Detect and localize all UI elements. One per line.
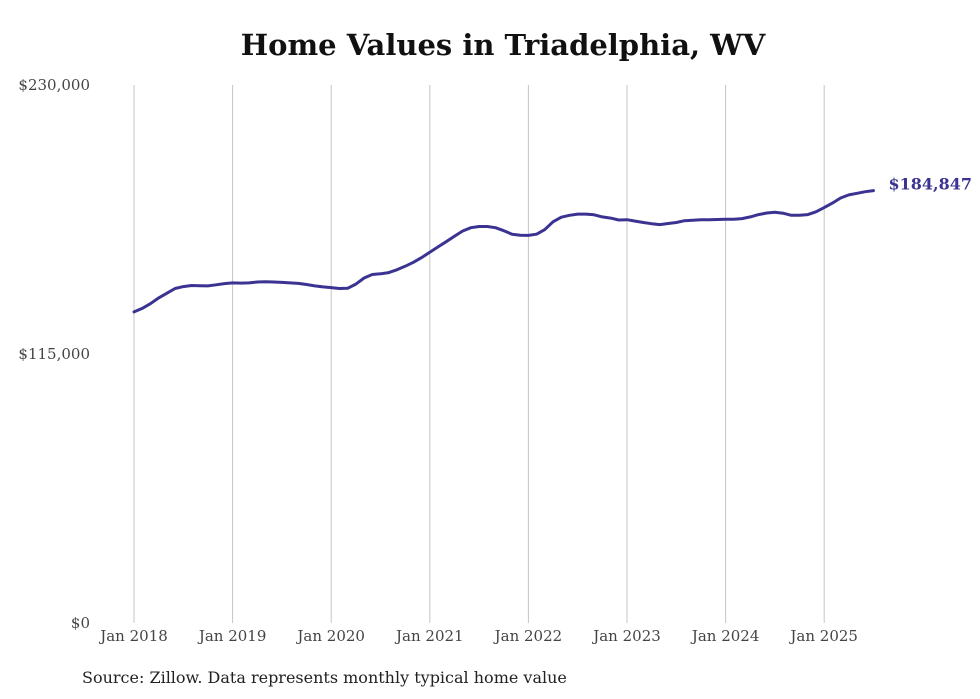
x-tick-label: Jan 2018 [98, 627, 168, 645]
y-axis-ticks: $0 $115,000 $230,000 [18, 76, 90, 632]
x-axis-ticks: Jan 2018 Jan 2019 Jan 2020 Jan 2021 Jan 2022… [98, 627, 858, 645]
chart-title: Home Values in Triadelphia, WV [240, 28, 766, 62]
x-tick-label: Jan 2022 [493, 627, 563, 645]
x-tick-label: Jan 2020 [295, 627, 365, 645]
x-tick-label: Jan 2019 [197, 627, 267, 645]
y-tick-label: $230,000 [18, 76, 90, 94]
y-tick-label: $0 [71, 614, 90, 632]
x-tick-label: Jan 2024 [690, 627, 760, 645]
y-tick-label: $115,000 [18, 345, 90, 363]
home-value-line [132, 189, 875, 314]
gridlines [133, 85, 825, 623]
source-note: Source: Zillow. Data represents monthly … [82, 668, 567, 687]
x-tick-label: Jan 2023 [591, 627, 661, 645]
x-tick-label: Jan 2025 [788, 627, 858, 645]
x-tick-label: Jan 2021 [394, 627, 464, 645]
end-value-label: $184,847 [889, 175, 973, 194]
